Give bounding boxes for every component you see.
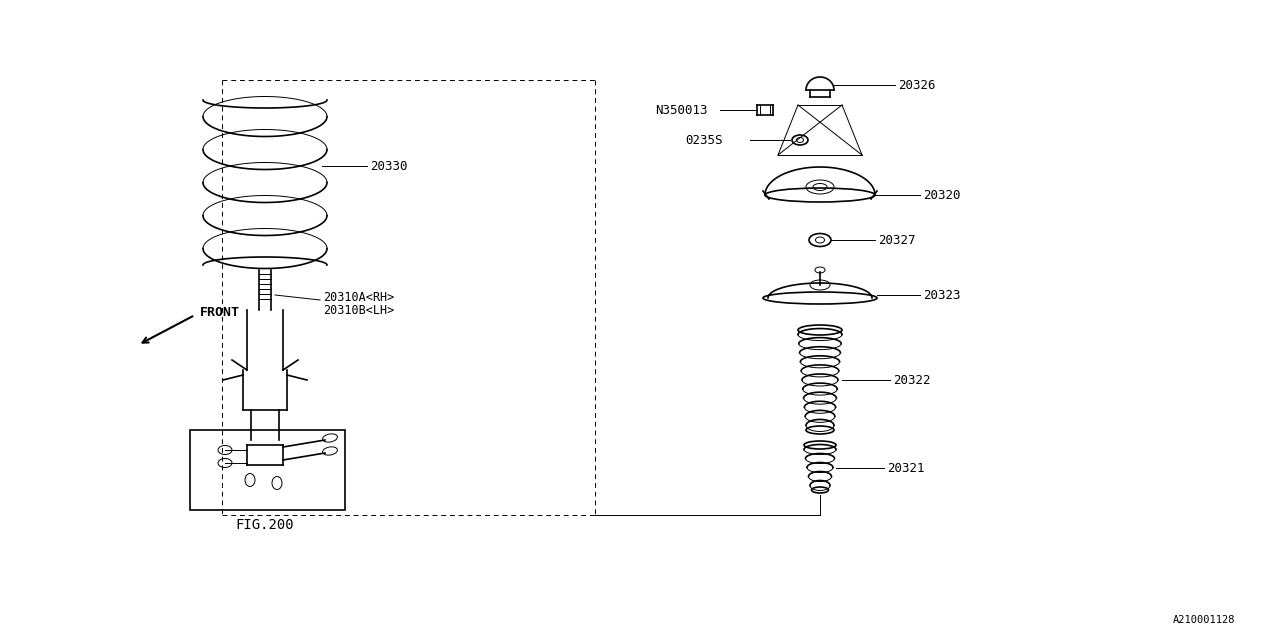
Text: 20320: 20320 [923, 189, 960, 202]
Text: A210001128: A210001128 [1172, 615, 1235, 625]
Text: 20323: 20323 [923, 289, 960, 301]
Text: 20310B<LH>: 20310B<LH> [323, 303, 394, 317]
Text: N350013: N350013 [655, 104, 708, 116]
Text: 20310A<RH>: 20310A<RH> [323, 291, 394, 303]
Text: 0235S: 0235S [685, 134, 722, 147]
Text: 20326: 20326 [899, 79, 936, 92]
Bar [189, 430, 346, 510]
Text: FIG.200: FIG.200 [236, 518, 294, 532]
Text: 20327: 20327 [878, 234, 915, 246]
Text: 20322: 20322 [893, 374, 931, 387]
Text: 20321: 20321 [887, 461, 924, 474]
Text: FRONT: FRONT [200, 305, 241, 319]
Text: 20330: 20330 [370, 159, 407, 173]
